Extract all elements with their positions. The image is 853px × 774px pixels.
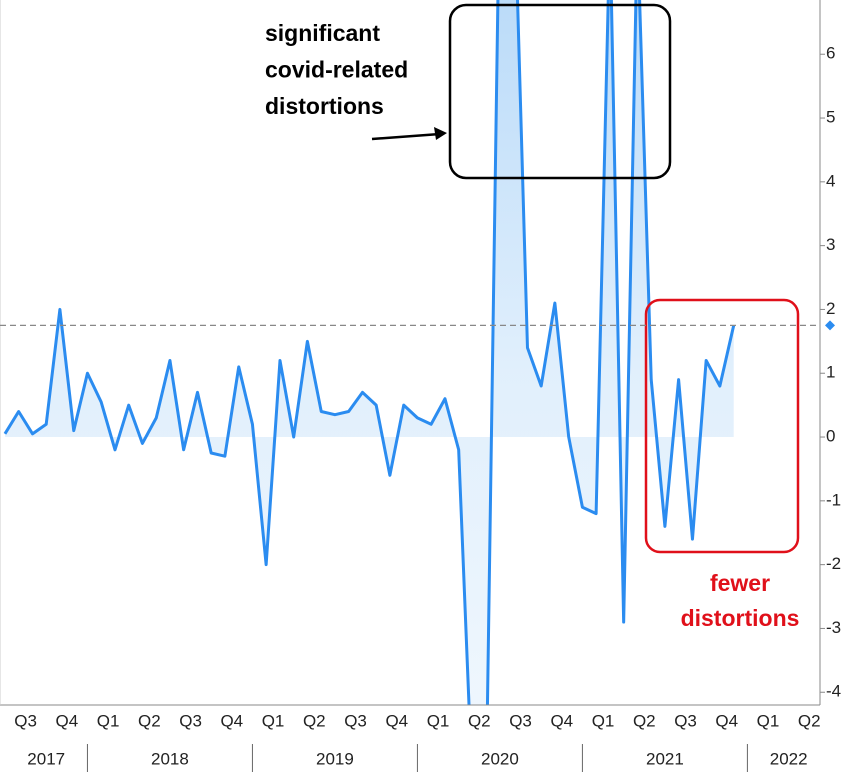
x-tick-label: Q3 bbox=[14, 711, 37, 730]
year-label: 2019 bbox=[316, 749, 354, 768]
x-tick-label: Q4 bbox=[55, 711, 78, 730]
x-tick-label: Q1 bbox=[262, 711, 285, 730]
covid-box bbox=[448, 3, 672, 180]
arrow-head bbox=[434, 127, 447, 140]
annotation-text: distortions bbox=[681, 605, 800, 631]
y-tick-label: 0 bbox=[826, 427, 835, 446]
fewer-box bbox=[644, 298, 800, 554]
y-tick-label: 3 bbox=[826, 235, 835, 254]
annotation-text: significant bbox=[265, 20, 380, 46]
last-value-marker bbox=[825, 320, 835, 331]
x-tick-label: Q1 bbox=[757, 711, 780, 730]
year-label: 2022 bbox=[770, 749, 808, 768]
year-label: 2020 bbox=[481, 749, 519, 768]
x-tick-label: Q4 bbox=[550, 711, 573, 730]
x-tick-label: Q4 bbox=[220, 711, 243, 730]
y-tick-label: -4 bbox=[826, 682, 841, 701]
annotation-text: fewer bbox=[710, 570, 770, 596]
y-tick-label: 6 bbox=[826, 44, 835, 63]
x-tick-label: Q3 bbox=[179, 711, 202, 730]
year-label: 2018 bbox=[151, 749, 189, 768]
year-label: 2021 bbox=[646, 749, 684, 768]
annotation-text: distortions bbox=[265, 93, 384, 119]
y-tick-label: 5 bbox=[826, 108, 835, 127]
arrow bbox=[371, 132, 441, 141]
y-tick-label: -3 bbox=[826, 618, 841, 637]
x-tick-label: Q3 bbox=[674, 711, 697, 730]
plot-area bbox=[3, 0, 736, 705]
y-tick-label: -1 bbox=[826, 490, 841, 509]
annotation-text: covid-related bbox=[265, 57, 408, 83]
x-tick-label: Q1 bbox=[97, 711, 120, 730]
x-tick-label: Q3 bbox=[344, 711, 367, 730]
line bbox=[3, 0, 736, 705]
annotations: significant covid-related distortions fewer… bbox=[265, 20, 799, 631]
y-tick-label: -2 bbox=[826, 554, 841, 573]
year-label: 2017 bbox=[27, 749, 65, 768]
x-tick-label: Q1 bbox=[427, 711, 450, 730]
y-tick-label: 1 bbox=[826, 363, 835, 382]
x-tick-label: Q2 bbox=[138, 711, 161, 730]
x-tick-label: Q2 bbox=[303, 711, 326, 730]
x-tick-label: Q1 bbox=[592, 711, 615, 730]
x-tick-label: Q4 bbox=[385, 711, 408, 730]
x-tick-label: Q2 bbox=[798, 711, 821, 730]
x-tick-label: Q4 bbox=[715, 711, 738, 730]
x-tick-label: Q2 bbox=[468, 711, 491, 730]
x-tick-label: Q3 bbox=[509, 711, 532, 730]
y-tick-label: 4 bbox=[826, 171, 835, 190]
y-tick-label: 2 bbox=[826, 299, 835, 318]
x-tick-label: Q2 bbox=[633, 711, 656, 730]
